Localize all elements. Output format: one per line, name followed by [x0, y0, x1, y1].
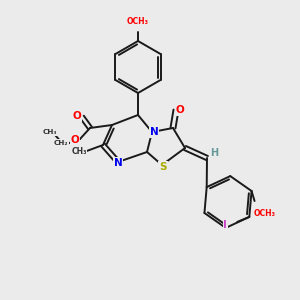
Text: O: O — [73, 111, 81, 121]
Text: S: S — [159, 162, 167, 172]
Text: N: N — [114, 158, 122, 168]
Text: I: I — [224, 220, 227, 230]
Text: OCH₃: OCH₃ — [127, 16, 149, 26]
Text: H: H — [210, 148, 218, 158]
Text: OCH₃: OCH₃ — [254, 208, 276, 217]
Text: O: O — [176, 105, 184, 115]
Text: O: O — [70, 135, 80, 145]
Text: CH₃: CH₃ — [43, 129, 57, 135]
Text: CH₂: CH₂ — [54, 140, 68, 146]
Text: CH₃: CH₃ — [71, 148, 87, 157]
Text: N: N — [150, 127, 158, 137]
